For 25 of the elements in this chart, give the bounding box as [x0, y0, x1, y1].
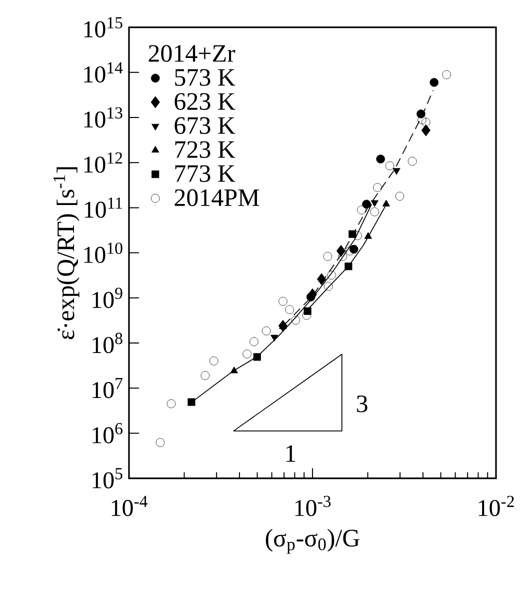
y-tick-label: 10$^{8}$ [92, 332, 122, 354]
y-tick-label: 10$^{11}$ [84, 198, 122, 218]
y-tick-label: 10$^{12}$ [84, 152, 122, 173]
x-axis-title: (σ$_{p}$-σ$_{0}$)/G [266, 529, 360, 554]
x-tick-label: 10$^{-2}$ [478, 496, 514, 516]
legend-title: 2014+Zr [148, 45, 236, 62]
y-tick-label: 10$^{15}$ [84, 17, 122, 38]
y-tick-label: 10$^{7}$ [92, 378, 122, 398]
legend-label: 623 K [174, 93, 236, 110]
y-axis-title: ε̇·exp(Q/RT) [s$^{-1}$] [53, 167, 80, 340]
annotation: 3 [356, 395, 368, 412]
legend-label: 723 K [175, 141, 236, 158]
legend-label: 2014PM [174, 189, 260, 206]
y-tick-label: 10$^{14}$ [84, 62, 123, 83]
legend-label: 673 K [174, 117, 236, 134]
legend-label: 573 K [175, 69, 236, 86]
y-tick-label: 10$^{10}$ [84, 242, 122, 263]
y-tick-label: 10$^{13}$ [84, 107, 122, 128]
y-tick-label: 10$^{5}$ [92, 468, 122, 488]
x-tick-label: 10$^{-4}$ [112, 496, 148, 516]
y-tick-label: 10$^{6}$ [92, 423, 122, 444]
legend-label: 773 K [175, 165, 236, 182]
y-tick-label: 10$^{9}$ [92, 288, 122, 308]
annotation: 1 [286, 445, 296, 462]
x-tick-label: 10$^{-3}$ [295, 496, 331, 516]
